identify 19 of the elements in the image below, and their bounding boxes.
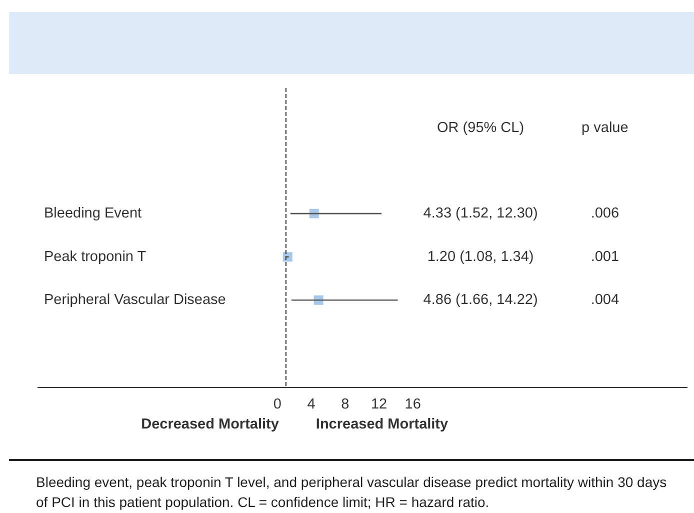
y-tick-label: Peak troponin T: [44, 248, 146, 265]
x-tick-label: 4: [307, 396, 316, 412]
x-tick-label: 16: [404, 396, 421, 412]
text: Bleeding event, peak troponin T level, and peripheral vascular disease predict mortality within 30 days of PCI in this patient population. CL = confidence limit; HR = hazard ratio.: [36, 473, 668, 512]
y-tick-label: Peripheral Vascular Disease: [44, 292, 226, 308]
x-tick-label: 0: [273, 396, 282, 412]
text: p value: [582, 120, 628, 136]
annotation: 1.20 (1.08, 1.34): [427, 248, 534, 265]
y-tick-label: Bleeding Event: [44, 206, 142, 222]
text: Increased Mortality: [316, 416, 448, 433]
annotation: 4.86 (1.66, 14.22): [423, 292, 538, 308]
annotation: .001: [590, 248, 620, 265]
annotation: 4.33 (1.52, 12.30): [423, 206, 538, 222]
annotation: .006: [590, 206, 620, 222]
annotation: .004: [590, 292, 620, 308]
text: OR (95% CL): [437, 120, 524, 136]
x-tick-label: 8: [341, 396, 350, 412]
text: Decreased Mortality: [141, 416, 279, 433]
x-tick-label: 12: [370, 396, 388, 412]
